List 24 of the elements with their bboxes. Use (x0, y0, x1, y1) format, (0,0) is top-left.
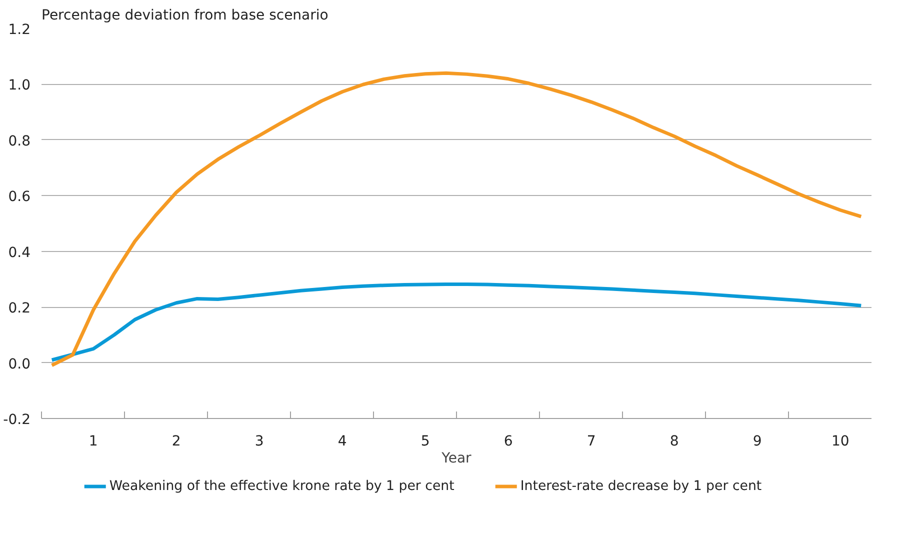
line-series (50, 71, 863, 368)
y-tick-label: 0.6 (8, 189, 31, 206)
x-tick-label: 6 (504, 434, 513, 450)
x-tick-label: 1 (88, 434, 98, 450)
chart-title: Percentage deviation from base scenario (42, 8, 328, 24)
y-tick-label: 0.8 (8, 133, 30, 150)
x-axis-title: Year (440, 450, 472, 466)
x-tick-label: 8 (670, 434, 679, 450)
y-tick-label: 0.4 (8, 244, 31, 261)
x-tick-label: 4 (338, 434, 347, 450)
x-tick-label: 2 (172, 434, 181, 450)
x-tick-label: 7 (586, 434, 596, 450)
y-tick-label: -0.2 (3, 412, 31, 428)
line-series (50, 282, 863, 362)
legend-label: Weakening of the effective krone rate by 1 per cent (109, 478, 454, 494)
y-tick-label: 0.2 (8, 300, 30, 317)
y-tick-label: 0.0 (8, 356, 30, 372)
x-tick-label: 10 (831, 434, 850, 450)
x-tick-label: 9 (752, 434, 762, 450)
legend-label: Interest-rate decrease by 1 per cent (520, 478, 762, 494)
y-tick-label: 1.2 (8, 22, 30, 38)
y-tick-label: 1.0 (8, 78, 30, 94)
x-tick-label: 5 (420, 434, 430, 450)
x-tick-label: 3 (254, 434, 264, 450)
